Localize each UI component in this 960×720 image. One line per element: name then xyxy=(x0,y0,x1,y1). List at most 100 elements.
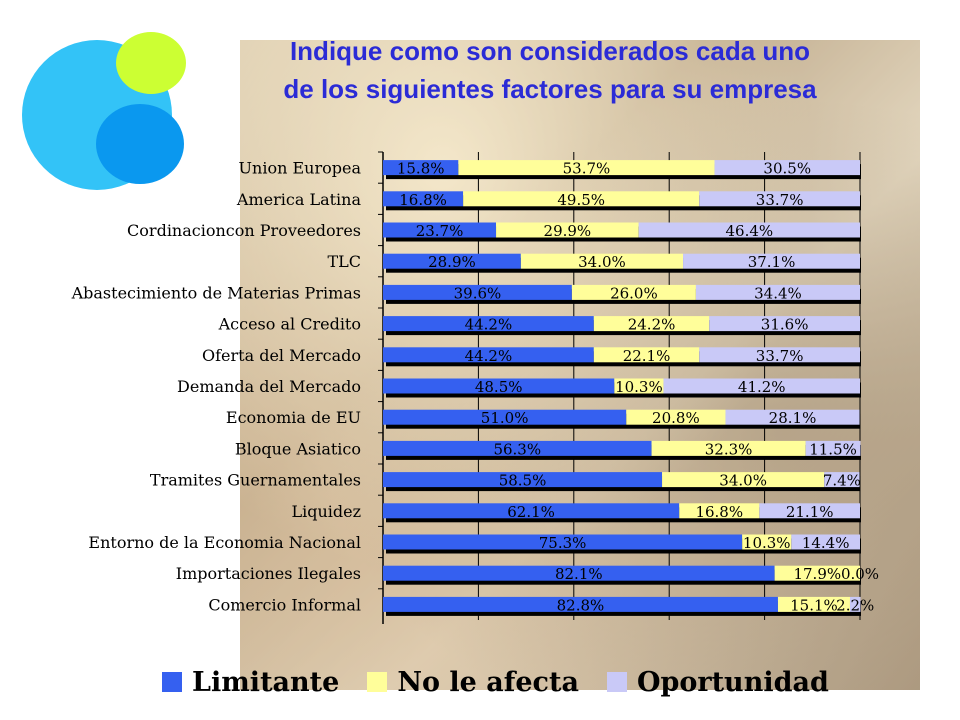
bar-oportunidad xyxy=(638,222,860,238)
bar-no-le-afecta xyxy=(626,409,726,425)
title-line-1: Indique como son considerados cada uno xyxy=(289,36,811,66)
bar-no-le-afecta xyxy=(651,440,806,456)
category-label: Tramites Guernamentales xyxy=(150,471,361,490)
legend-item: Oportunidad xyxy=(606,666,829,698)
bar-limitante xyxy=(383,534,743,550)
data-label: 82.1% xyxy=(555,565,603,583)
chart-legend: Limitante No le afecta Oportunidad xyxy=(162,664,882,700)
data-label: 7.4% xyxy=(823,472,861,490)
data-label: 22.1% xyxy=(623,347,671,365)
bar-limitante xyxy=(383,160,459,176)
legend-swatch xyxy=(367,672,388,692)
decorative-circle-blue xyxy=(96,104,184,184)
bar-no-le-afecta xyxy=(679,503,760,519)
data-label: 44.2% xyxy=(465,316,513,334)
data-label: 75.3% xyxy=(539,534,587,552)
data-label: 53.7% xyxy=(563,160,611,178)
data-label: 20.8% xyxy=(652,409,700,427)
category-label: Comercio Informal xyxy=(208,595,361,614)
data-label: 2.2% xyxy=(836,596,874,614)
data-label: 10.3% xyxy=(615,378,663,396)
data-label: 41.2% xyxy=(738,378,786,396)
bar-limitante xyxy=(383,316,594,332)
data-label: 37.1% xyxy=(748,253,796,271)
data-label: 82.8% xyxy=(557,596,605,614)
decorative-circle-green xyxy=(116,32,186,94)
bar-no-le-afecta xyxy=(777,596,850,612)
bar-no-le-afecta xyxy=(593,347,700,363)
data-label: 14.4% xyxy=(802,534,850,552)
data-label: 31.6% xyxy=(761,316,809,334)
category-label: TLC xyxy=(327,252,361,271)
category-label: Union Europea xyxy=(239,159,362,178)
data-label: 11.5% xyxy=(809,440,857,458)
data-label: 15.8% xyxy=(397,160,445,178)
legend-swatch xyxy=(162,672,182,692)
bar-no-le-afecta xyxy=(496,222,639,238)
bar-limitante xyxy=(383,440,652,456)
data-label: 26.0% xyxy=(610,284,658,302)
bar-no-le-afecta xyxy=(742,534,792,550)
data-label: 58.5% xyxy=(499,472,547,490)
bar-limitante xyxy=(383,191,464,207)
category-label: Oferta del Mercado xyxy=(202,346,361,365)
data-label: 10.3% xyxy=(743,534,791,552)
bar-oportunidad xyxy=(663,378,860,394)
data-label: 21.1% xyxy=(786,503,834,521)
data-label: 15.1% xyxy=(790,596,838,614)
category-label: Acceso al Credito xyxy=(218,315,361,334)
bar-no-le-afecta xyxy=(458,160,715,176)
bar-oportunidad xyxy=(824,472,860,488)
category-label: Cordinacioncon Proveedores xyxy=(127,221,361,240)
category-label: Importaciones Ilegales xyxy=(176,564,361,583)
category-label: Entorno de la Economia Nacional xyxy=(88,533,361,552)
bar-oportunidad xyxy=(759,503,860,519)
data-label: 24.2% xyxy=(628,316,676,334)
bar-limitante xyxy=(383,347,594,363)
bar-no-le-afecta xyxy=(571,284,696,300)
category-label: Economia de EU xyxy=(226,408,361,427)
data-label: 48.5% xyxy=(475,378,523,396)
data-label: 30.5% xyxy=(763,160,811,178)
data-label: 33.7% xyxy=(756,347,804,365)
data-label: 32.3% xyxy=(705,440,753,458)
bar-no-le-afecta xyxy=(662,472,825,488)
data-label: 39.6% xyxy=(454,284,502,302)
category-label: Abastecimiento de Materias Primas xyxy=(71,283,361,302)
bar-oportunidad xyxy=(699,347,860,363)
data-label: 0.0% xyxy=(841,565,879,583)
legend-label: Oportunidad xyxy=(636,666,829,698)
category-label: Bloque Asiatico xyxy=(235,439,361,458)
bar-limitante xyxy=(383,378,615,394)
bar-oportunidad xyxy=(709,316,860,332)
bar-limitante xyxy=(383,409,627,425)
legend-swatch xyxy=(606,672,627,692)
data-label: 33.7% xyxy=(756,191,804,209)
data-label: 51.0% xyxy=(481,409,529,427)
category-label: America Latina xyxy=(236,190,362,209)
legend-item: Limitante xyxy=(162,667,339,698)
bar-oportunidad xyxy=(849,596,861,612)
bar-no-le-afecta xyxy=(593,316,710,332)
data-label: 44.2% xyxy=(465,347,513,365)
bar-limitante xyxy=(383,472,663,488)
bar-limitante xyxy=(383,222,497,238)
data-label: 17.9% xyxy=(793,565,841,583)
legend-item: No le afecta xyxy=(367,667,579,698)
title-line-2: de los siguientes factores para su empre… xyxy=(283,74,817,104)
bar-oportunidad xyxy=(791,534,860,550)
bar-no-le-afecta xyxy=(463,191,700,207)
data-label: 46.4% xyxy=(726,222,774,240)
data-label: 49.5% xyxy=(557,191,605,209)
bar-oportunidad xyxy=(699,191,860,207)
bar-limitante xyxy=(383,503,680,519)
bar-limitante xyxy=(383,596,778,612)
bar-no-le-afecta xyxy=(774,565,860,581)
bar-oportunidad xyxy=(695,284,860,300)
legend-label: No le afecta xyxy=(397,666,579,698)
data-label: 29.9% xyxy=(544,222,592,240)
data-label: 62.1% xyxy=(507,503,555,521)
bar-limitante xyxy=(383,253,521,269)
data-label: 16.8% xyxy=(399,191,447,209)
bar-limitante xyxy=(383,284,572,300)
